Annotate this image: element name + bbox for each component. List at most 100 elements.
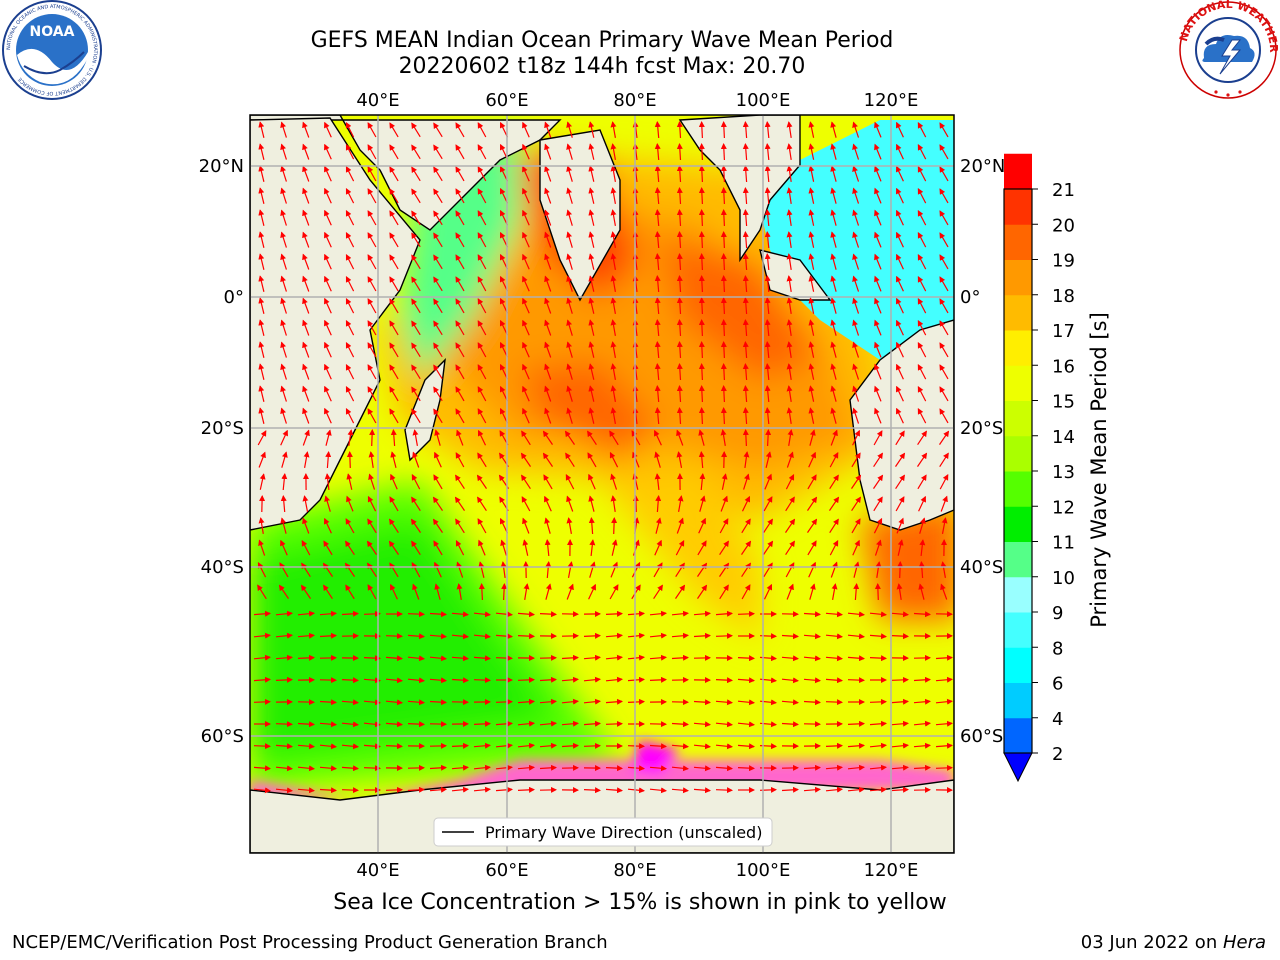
- wave-vector: [588, 319, 595, 336]
- wave-vector: [852, 121, 860, 138]
- wave-vector: [917, 320, 927, 336]
- wave-vector: [720, 165, 727, 183]
- wave-vector: [917, 386, 927, 402]
- wave-vector: [830, 253, 837, 270]
- wave-vector: [847, 764, 865, 771]
- wave-vector: [807, 540, 817, 556]
- wave-vector: [302, 231, 310, 248]
- wave-vector: [847, 655, 865, 662]
- wave-vector: [385, 743, 403, 750]
- wave-vector: [917, 122, 927, 138]
- wave-vector: [258, 187, 265, 204]
- wave-vector: [302, 341, 310, 358]
- wave-vector: [302, 143, 310, 160]
- wave-vector: [258, 297, 265, 314]
- wave-vector: [324, 121, 332, 138]
- wave-vector: [477, 518, 487, 534]
- lat-label-left: 20°S: [201, 418, 244, 439]
- wave-vector: [566, 297, 573, 314]
- colorbar-tick-label: 19: [1052, 251, 1075, 272]
- wave-vector: [542, 452, 553, 467]
- wave-vector: [654, 473, 661, 490]
- wave-vector: [389, 144, 399, 160]
- wave-vector: [258, 209, 265, 226]
- wave-vector: [720, 407, 727, 425]
- wave-vector: [495, 633, 513, 640]
- wave-vector: [297, 610, 315, 617]
- wave-vector: [253, 610, 271, 617]
- wave-vector: [742, 209, 749, 227]
- lon-label-bottom: 100°E: [736, 860, 791, 881]
- wave-vector: [895, 165, 904, 182]
- wave-vector: [851, 518, 861, 534]
- wave-vector: [407, 699, 425, 706]
- wave-vector: [610, 253, 617, 271]
- footer-date: 03 Jun 2022 on Hera: [1081, 932, 1266, 953]
- wave-direction-vectors: [253, 121, 953, 794]
- wave-vector: [786, 143, 793, 160]
- wave-vector: [808, 209, 815, 226]
- wave-vector: [764, 253, 771, 271]
- wave-vector: [874, 231, 882, 248]
- wave-vector: [522, 341, 530, 358]
- noaa-logo-text: NOAA: [30, 24, 75, 40]
- wave-vector: [544, 275, 552, 292]
- wave-vector: [258, 319, 265, 336]
- wave-vector: [852, 385, 860, 402]
- wave-vector: [346, 495, 354, 512]
- wave-vector: [544, 253, 552, 270]
- wave-vector: [302, 385, 310, 402]
- wave-vector: [737, 721, 755, 728]
- colorbar-tick-label: 15: [1052, 392, 1075, 413]
- wave-vector: [455, 408, 465, 424]
- colorbar-tick-label: 6: [1052, 674, 1063, 695]
- wave-vector: [808, 385, 815, 402]
- wave-vector: [543, 474, 553, 490]
- wave-vector: [566, 583, 574, 600]
- wave-vector: [567, 561, 574, 579]
- colorbar-tick-label: 11: [1052, 533, 1075, 554]
- wave-vector: [280, 275, 287, 292]
- wave-vector: [368, 473, 376, 490]
- wave-vector: [715, 632, 733, 639]
- wave-vector: [275, 632, 293, 639]
- wave-vector: [588, 209, 595, 226]
- wave-vector: [345, 232, 355, 248]
- wave-vector: [257, 562, 267, 578]
- wave-vector: [566, 319, 573, 336]
- wave-vector: [522, 231, 530, 248]
- wave-vector: [719, 562, 730, 577]
- wave-vector: [517, 720, 535, 727]
- wave-vector: [939, 342, 949, 358]
- wave-vector: [764, 187, 771, 205]
- wave-vector: [715, 610, 733, 617]
- wave-vector: [693, 765, 711, 772]
- colorbar-tick-label: 10: [1052, 568, 1075, 589]
- wave-vector: [522, 517, 530, 534]
- colorbar-segment: [1004, 330, 1032, 366]
- wave-vector: [433, 342, 443, 358]
- wave-vector: [918, 495, 926, 512]
- wave-vector: [852, 539, 860, 556]
- wave-vector: [324, 209, 332, 226]
- wave-vector: [895, 407, 904, 424]
- wave-vector: [539, 720, 557, 727]
- wave-vector: [345, 518, 355, 534]
- wave-vector: [786, 121, 793, 138]
- wave-vector: [544, 341, 552, 358]
- wave-vector: [455, 232, 465, 248]
- wave-vector: [852, 165, 860, 182]
- colorbar-tick-labels: 2 4 6 8 9 10 11 12 13 14 15 16 17 18 19 20 21: [1052, 180, 1075, 765]
- wave-vector: [495, 655, 513, 662]
- wave-vector: [367, 518, 377, 534]
- wave-vector: [275, 743, 293, 750]
- wave-vector: [676, 319, 683, 337]
- wave-vector: [390, 583, 398, 600]
- wave-vector: [301, 562, 311, 578]
- wave-vector: [913, 676, 931, 683]
- wave-vector: [897, 539, 904, 556]
- lon-label-top: 40°E: [356, 90, 399, 111]
- colorbar-segment: [1004, 400, 1032, 437]
- wave-vector: [720, 143, 727, 161]
- wave-vector: [455, 254, 465, 270]
